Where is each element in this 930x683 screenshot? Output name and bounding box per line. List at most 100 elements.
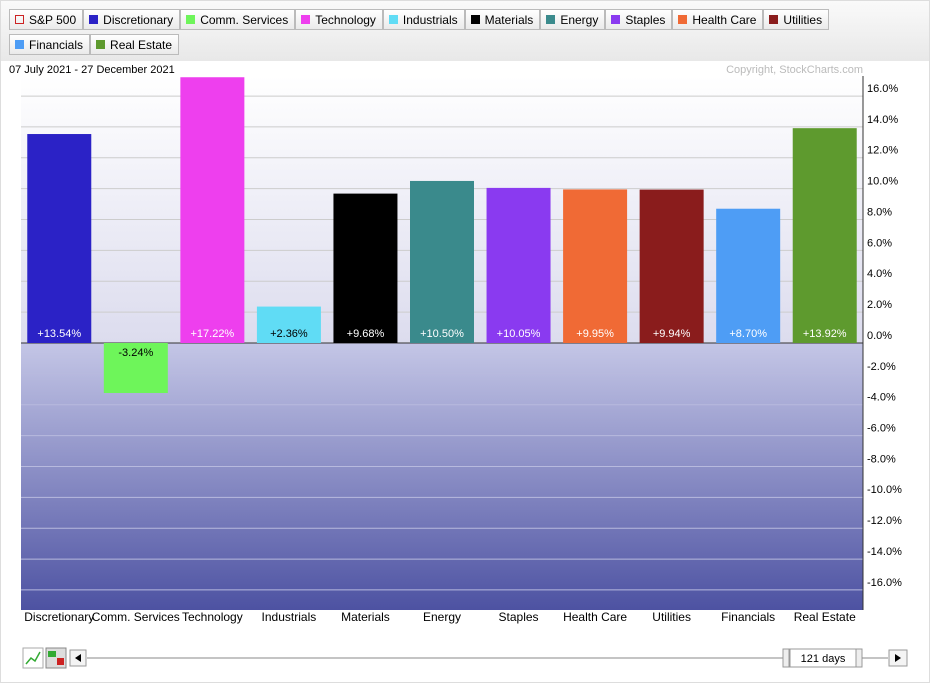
value-label: +8.70% [729,328,767,340]
line-icon [25,651,41,665]
x-tick-label: Comm. Services [92,610,180,624]
y-tick-label: -14.0% [867,546,902,558]
bar [639,189,704,343]
legend-swatch [546,15,556,24]
legend-item[interactable]: Real Estate [90,34,180,55]
bar [333,193,398,343]
legend-swatch [769,15,779,24]
legend: S&P 500 Discretionary Comm. Services Techno… [9,9,859,55]
value-label: +9.95% [576,328,614,340]
bar-icon [48,651,56,657]
value-label: +13.92% [803,328,847,340]
bar [256,306,321,343]
y-tick-label: -8.0% [867,453,896,465]
slider-handle[interactable] [782,648,790,668]
legend-item[interactable]: Materials [464,9,541,30]
value-label: +17.22% [190,328,234,340]
x-tick-label: Financials [721,610,775,624]
period: 121 days [801,653,846,665]
legend-label: Real Estate [110,37,173,52]
x-tick-label: Utilities [652,610,691,624]
legend-label: Health Care [692,12,757,27]
legend-item[interactable]: S&P 500 [9,9,84,30]
value-label: +2.36% [270,328,308,340]
line-chart-button[interactable] [22,647,44,669]
legend-label: S&P 500 [29,12,77,27]
bar [27,134,92,343]
legend-label: Comm. Services [200,12,289,27]
x-tick-label: Health Care [563,610,627,624]
bar [103,343,168,394]
legend-item[interactable]: Utilities [763,9,830,30]
legend-item[interactable]: Discretionary [83,9,181,30]
legend-swatch [470,15,480,24]
y-tick-label: 8.0% [867,206,892,218]
x-tick-label: Technology [182,610,243,624]
y-tick-label: -12.0% [867,515,902,527]
legend-label: Discretionary [103,12,174,27]
copyright: Copyright, StockCharts.com [726,64,863,76]
x-tick-label: Staples [499,610,539,624]
legend-label: Energy [560,12,599,27]
value-label: +10.50% [420,328,464,340]
value-label: +13.54% [37,328,81,340]
legend-swatch [186,15,196,24]
legend-label: Materials [484,12,534,27]
legend-item[interactable]: Industrials [382,9,465,30]
legend-item[interactable]: Health Care [672,9,764,30]
y-tick-label: 6.0% [867,237,892,249]
arrow [75,654,81,662]
legend-label: Staples [625,12,666,27]
legend-swatch [96,40,106,49]
legend-swatch [15,15,24,24]
value-label: +9.68% [347,328,385,340]
y-tick-label: 10.0% [867,176,898,188]
legend-label: Financials [29,37,84,52]
value-label: +9.94% [653,328,691,340]
legend-item[interactable]: Comm. Services [180,9,296,30]
legend-item[interactable]: Staples [605,9,673,30]
legend-label: Technology [315,12,376,27]
bar [563,189,628,343]
y-tick-label: 0.0% [867,330,892,342]
bar-icon [57,658,64,665]
x-tick-label: Materials [341,610,390,624]
y-tick-label: 16.0% [867,83,898,95]
legend-item[interactable]: Financials [9,34,91,55]
legend-label: Utilities [783,12,823,27]
y-tick-label: 14.0% [867,114,898,126]
legend-item[interactable]: Technology [295,9,383,30]
value-label: -3.24% [118,347,153,359]
y-tick-label: 2.0% [867,299,892,311]
legend-swatch [388,15,398,24]
date-range: 07 July 2021 - 27 December 2021 [9,64,175,76]
y-tick-label: 4.0% [867,268,892,280]
bar [792,128,857,343]
legend-swatch [611,15,621,24]
controls: 121 days [22,647,908,669]
slider-handle[interactable] [855,648,863,668]
legend-swatch [15,40,24,49]
legend-swatch [678,15,688,24]
x-tick-label: Real Estate [794,610,856,624]
y-tick-label: -6.0% [867,423,896,435]
bar [486,187,551,343]
value-label: +10.05% [497,328,541,340]
x-tick-label: Energy [423,610,461,624]
bar [716,208,781,343]
legend-item[interactable]: Energy [540,9,606,30]
y-tick-label: -16.0% [867,577,902,589]
x-tick-label: Discretionary [24,610,94,624]
legend-label: Industrials [402,12,458,27]
chart: 07 July 2021 - 27 December 2021 Copyrigh… [9,64,902,624]
legend-swatch [301,15,311,24]
y-tick-label: -4.0% [867,392,896,404]
bar [180,77,245,343]
x-tick-label: Industrials [262,610,317,624]
bar [410,180,474,343]
y-tick-label: 12.0% [867,145,898,157]
y-tick-label: -2.0% [867,361,896,373]
y-tick-label: -10.0% [867,484,902,496]
arrow [895,654,901,662]
